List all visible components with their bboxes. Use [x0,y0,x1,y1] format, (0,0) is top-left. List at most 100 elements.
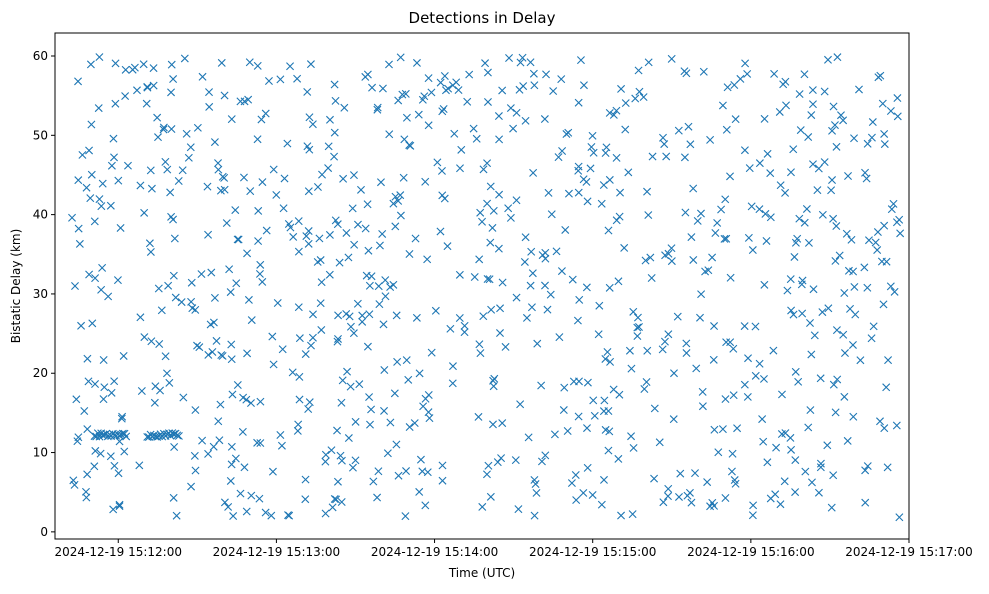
data-point [86,194,95,203]
data-point [740,146,749,155]
data-point [385,60,393,69]
data-point [153,113,162,122]
data-point [748,511,757,520]
data-point [147,337,156,346]
data-point [80,407,89,415]
data-point [759,437,768,446]
data-point [647,274,656,282]
data-point [233,381,242,389]
data-point [205,102,214,111]
data-point [493,458,502,467]
data-point [489,382,498,391]
data-point [807,478,816,487]
data-point [427,88,436,97]
data-point [330,152,339,161]
data-point [776,181,785,190]
data-point [816,459,825,468]
data-point [421,501,430,510]
data-point [210,293,219,302]
x-axis: 2024-12-19 15:12:00 2024-12-19 15:13:00 20… [55,539,973,559]
data-point [483,159,492,168]
data-point [893,112,902,121]
data-point [882,257,891,266]
x-tick-label: 2024-12-19 15:12:00 [55,545,182,559]
data-point [827,186,836,195]
data-point [571,471,580,480]
data-point [794,377,803,386]
data-point [543,305,552,314]
data-point [782,101,791,110]
data-point [823,55,832,64]
data-point [783,286,792,295]
data-point [844,172,853,181]
data-point [733,424,742,433]
data-point [726,338,735,347]
data-point [873,228,882,237]
data-point [402,356,411,365]
data-point [494,112,503,121]
data-point [214,165,223,174]
data-point [755,205,764,214]
data-point [337,398,346,407]
data-point [731,115,740,124]
data-point [441,86,450,95]
data-point [818,308,827,317]
data-point [612,153,621,162]
data-point [116,223,125,232]
data-point [366,420,374,429]
data-point [321,457,330,466]
data-point [139,60,148,69]
data-point [829,380,838,389]
data-point [745,164,754,173]
data-point [629,307,638,316]
data-point [718,425,727,434]
data-point [641,256,650,265]
data-point [542,70,551,79]
data-point [229,512,238,521]
data-point [683,491,692,500]
data-point [697,290,706,299]
data-point [706,502,715,511]
data-point [540,115,549,124]
data-point [286,223,295,232]
data-point [136,181,145,190]
data-point [667,54,676,63]
data-point [115,502,124,511]
x-axis-label: Time (UTC) [448,566,515,580]
data-point [205,88,214,97]
data-point [729,391,738,400]
data-point [231,454,240,463]
data-point [673,312,682,321]
data-point [848,340,857,349]
data-point [795,90,804,99]
data-point [574,412,583,421]
y-tick-label: 20 [33,366,48,380]
data-point [568,275,577,284]
data-point [256,439,265,448]
data-point [385,130,394,139]
data-point [495,190,504,199]
data-point [398,90,407,99]
data-point [681,208,690,217]
data-point [531,480,540,489]
data-point [722,125,731,134]
data-point [537,381,546,390]
data-point [721,195,730,204]
data-point [137,386,146,395]
data-point [421,177,430,186]
data-point [381,292,390,301]
data-point [339,174,348,183]
data-point [337,456,346,465]
data-point [293,426,302,435]
data-point [218,172,227,181]
data-point [399,173,408,182]
data-point [85,146,94,155]
data-point [664,492,672,501]
data-point [486,492,495,501]
data-point [529,168,538,177]
data-point [227,340,236,349]
data-point [324,164,333,173]
data-point [692,364,701,373]
data-point [862,174,871,183]
